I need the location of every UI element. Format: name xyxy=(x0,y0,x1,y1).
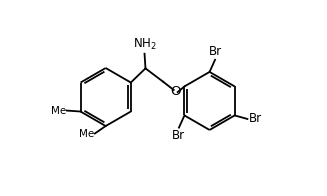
Text: Br: Br xyxy=(209,45,222,58)
Text: Me: Me xyxy=(79,129,94,139)
Text: Br: Br xyxy=(172,129,185,142)
Text: Me: Me xyxy=(51,105,66,116)
Text: NH$_2$: NH$_2$ xyxy=(133,37,157,52)
Text: Br: Br xyxy=(249,113,262,125)
Text: O: O xyxy=(170,85,181,98)
